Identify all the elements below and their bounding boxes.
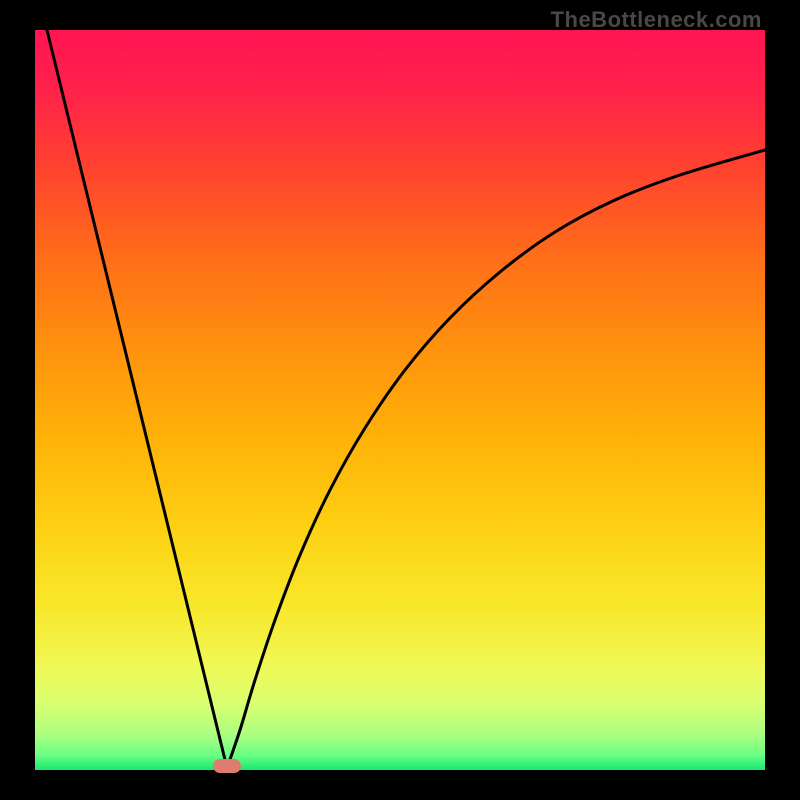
curve-right-branch [227, 150, 765, 768]
watermark-text: TheBottleneck.com [551, 7, 762, 33]
minimum-marker [213, 759, 241, 773]
plot-area [35, 30, 765, 770]
chart-container: TheBottleneck.com [0, 0, 800, 800]
curve-left-branch [47, 30, 227, 768]
curve-layer [35, 30, 765, 770]
